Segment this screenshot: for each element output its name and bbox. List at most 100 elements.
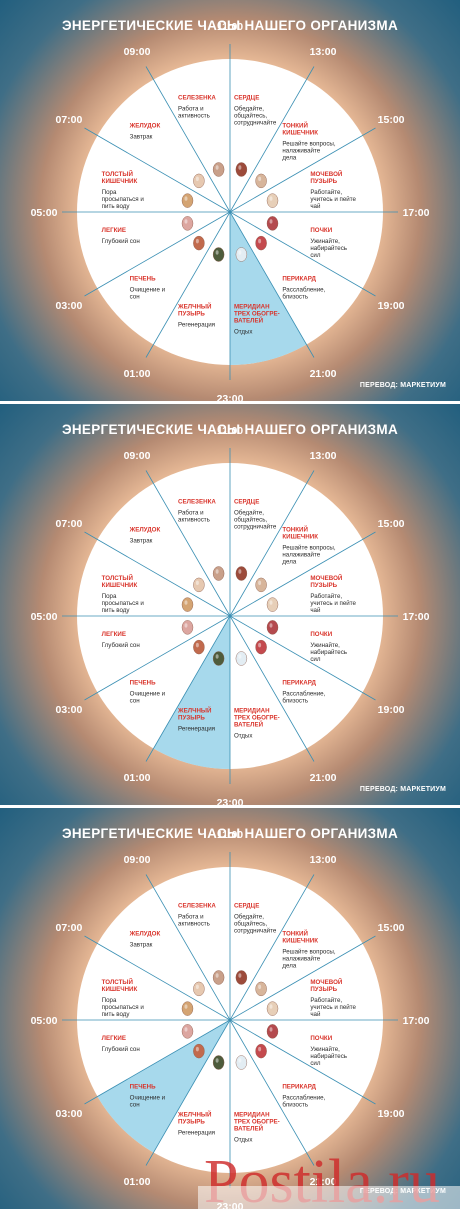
sector-divider	[145, 615, 231, 762]
sector-divider	[145, 874, 231, 1021]
hour-label: 15:00	[378, 518, 405, 530]
organ-advice: дела	[282, 155, 296, 162]
hour-label: 13:00	[310, 854, 337, 866]
panel-title: ЭНЕРГЕТИЧЕСКИЕ ЧАСЫ НАШЕГО ОРГАНИЗМА	[61, 422, 399, 437]
hour-label: 01:00	[124, 772, 151, 784]
organ-advice: учитесь и пейте	[310, 1004, 356, 1011]
organ-name: СЕЛЕЗЕНКА	[178, 903, 216, 910]
panel-title: ЭНЕРГЕТИЧЕСКИЕ ЧАСЫ НАШЕГО ОРГАНИЗМА	[61, 826, 399, 841]
organ-advice: близость	[282, 1101, 308, 1108]
spleen-icon	[212, 566, 225, 581]
sector-divider	[229, 211, 376, 297]
organ-name: КИШЕЧНИК	[102, 582, 138, 589]
organ-advice: общайтесь,	[234, 517, 267, 524]
organ-advice: просыпаться и	[102, 1004, 145, 1011]
organ-advice: налаживайте	[282, 552, 320, 559]
triple-burner-icon	[235, 247, 248, 262]
organ-advice: общайтесь,	[234, 921, 267, 928]
organ-advice: Работа и	[178, 106, 204, 113]
organ-advice: общайтесь,	[234, 113, 267, 120]
hour-label: 05:00	[31, 1015, 58, 1027]
bladder-icon	[266, 1001, 279, 1016]
sector-divider	[145, 66, 231, 213]
sector-divider	[229, 874, 315, 1021]
organ-name: ТРЕХ ОБОГРЕ-	[234, 310, 280, 317]
hour-label: 05:00	[31, 207, 58, 219]
organ-advice: Завтрак	[130, 942, 153, 949]
organ-advice: Отдых	[234, 328, 253, 335]
organ-advice: просыпаться и	[102, 196, 145, 203]
organ-name: ПУЗЫРЬ	[310, 582, 337, 589]
kidneys-icon	[266, 216, 279, 231]
organ-name: ТОЛСТЫЙ	[102, 978, 134, 986]
organ-name: ТОНКИЙ	[282, 526, 308, 534]
hour-label: 13:00	[310, 46, 337, 58]
organ-advice: сон	[130, 293, 140, 300]
sector-divider	[229, 935, 376, 1021]
large-intestine-icon	[181, 597, 194, 612]
hour-label: 09:00	[124, 450, 151, 462]
organ-name: КИШЕЧНИК	[102, 178, 138, 185]
organ-advice: Ужинайте,	[310, 238, 340, 245]
organ-name: ПОЧКИ	[310, 227, 332, 234]
hour-label: 15:00	[378, 114, 405, 126]
organ-advice: активность	[178, 921, 210, 928]
organ-advice: Очищение и	[130, 286, 166, 293]
hour-label: 17:00	[403, 207, 430, 219]
organ-name: ЛЕГКИЕ	[102, 1035, 126, 1042]
small-intestine-icon	[255, 981, 267, 997]
organ-advice: Решайте вопросы,	[282, 949, 336, 956]
sector-divider	[145, 211, 231, 358]
organ-advice: Работа и	[178, 914, 204, 921]
clock-panel: ЭНЕРГЕТИЧЕСКИЕ ЧАСЫ НАШЕГО ОРГАНИЗМА 11:0…	[0, 404, 460, 805]
small-intestine-icon	[255, 577, 267, 593]
organ-name: ПУЗЫРЬ	[310, 178, 337, 185]
heart-icon	[235, 162, 248, 177]
highlighted-sector	[153, 616, 230, 769]
liver-icon	[193, 639, 205, 655]
sector-divider	[229, 531, 376, 617]
organ-advice: Отдых	[234, 1136, 253, 1143]
gallbladder-icon	[212, 1055, 225, 1070]
organ-name: ТОНКИЙ	[282, 930, 308, 938]
organ-name: ЖЕЛУДОК	[129, 123, 161, 130]
organ-advice: дела	[282, 559, 296, 566]
hour-label: 09:00	[124, 854, 151, 866]
organ-advice: Пора	[102, 593, 117, 600]
lungs-icon	[181, 1024, 194, 1039]
organ-name: МЕРИДИАН	[234, 303, 270, 310]
organ-name: ПУЗЫРЬ	[178, 1118, 205, 1125]
organ-name: ТРЕХ ОБОГРЕ-	[234, 714, 280, 721]
organ-name: ПЕЧЕНЬ	[130, 275, 157, 282]
organ-advice: набирайтесь	[310, 245, 347, 252]
sector-divider	[229, 1019, 376, 1105]
organ-name: ВАТЕЛЕЙ	[234, 316, 264, 324]
hour-label: 09:00	[124, 46, 151, 58]
pericardium-icon	[255, 639, 267, 655]
sector-divider	[84, 935, 231, 1021]
organ-advice: Обедайте,	[234, 914, 264, 921]
organ-advice: активность	[178, 113, 210, 120]
sector-divider	[229, 66, 315, 213]
organ-advice: просыпаться и	[102, 600, 145, 607]
organ-advice: Работайте,	[310, 593, 342, 600]
organ-advice: набирайтесь	[310, 1053, 347, 1060]
sector-divider	[229, 127, 376, 213]
heart-icon	[235, 566, 248, 581]
organ-advice: Регенерация	[178, 725, 215, 732]
gallbladder-icon	[212, 651, 225, 666]
lungs-icon	[181, 620, 194, 635]
organ-name: ПЕРИКАРД	[282, 275, 316, 282]
organ-advice: Расслабление,	[282, 1094, 325, 1101]
organ-name: ЖЕЛЧНЫЙ	[177, 302, 212, 310]
